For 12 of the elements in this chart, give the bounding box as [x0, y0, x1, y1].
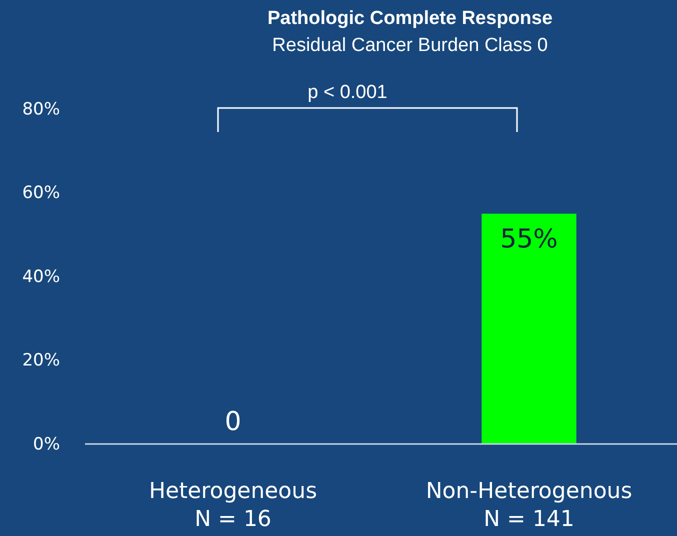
y-tick-label: 0%	[33, 434, 60, 454]
data-label: 55%	[500, 224, 558, 255]
chart-title: Pathologic Complete Response	[267, 8, 553, 29]
chart-subtitle: Residual Cancer Burden Class 0	[272, 35, 548, 56]
y-tick-label: 20%	[22, 350, 60, 371]
data-label: 0	[224, 407, 242, 437]
y-tick-label: 40%	[22, 266, 60, 287]
y-tick-label: 80%	[22, 99, 60, 120]
text: p < 0.001	[308, 82, 388, 103]
x-tick-label: Heterogeneous N = 16	[148, 479, 318, 532]
x-tick-label: Non-Heterogenous N = 141	[426, 479, 632, 532]
y-tick-label: 60%	[22, 183, 60, 204]
